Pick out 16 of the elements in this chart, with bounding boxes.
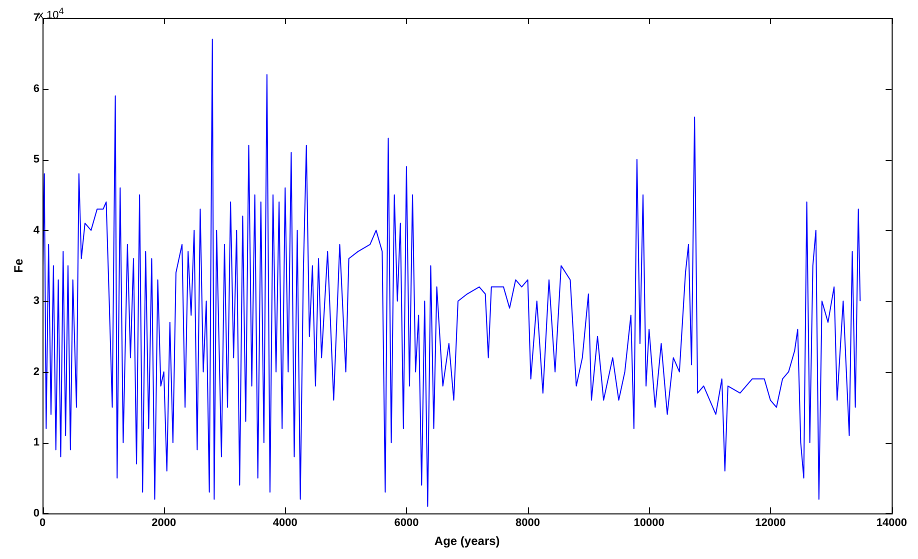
x-tick-label: 6000 <box>394 517 419 530</box>
y-tick-label: 6 <box>33 82 40 95</box>
y-tick-label: 0 <box>33 507 40 520</box>
x-tick-label: 8000 <box>516 517 540 530</box>
x-tick-label: 10000 <box>634 517 664 530</box>
y-tick-label: 3 <box>33 295 40 308</box>
x-tick-label: 4000 <box>272 517 298 530</box>
x-tick-label: 14000 <box>876 517 908 530</box>
y-tick-label: 2 <box>33 366 40 378</box>
x-tick-label: 12000 <box>755 517 786 530</box>
x-tick-label: 2000 <box>152 517 176 530</box>
y-tick-label: 1 <box>33 436 40 449</box>
x-axis-title: Age (years) <box>434 534 500 548</box>
y-tick-label: 5 <box>33 154 40 166</box>
y-tick-label: 4 <box>33 224 40 236</box>
y-axis-title: Fe <box>12 258 26 273</box>
